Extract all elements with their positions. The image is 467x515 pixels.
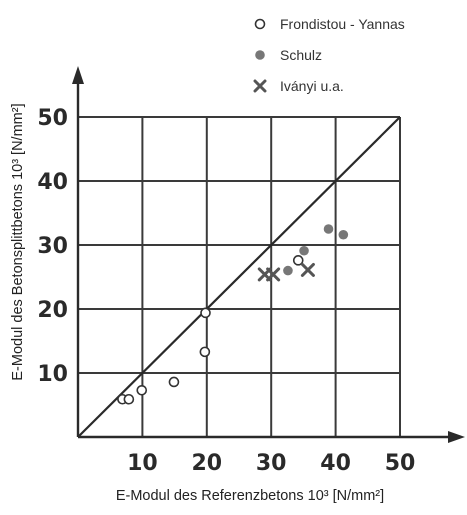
axes xyxy=(72,66,465,443)
grid xyxy=(78,116,401,437)
data-point-schulz xyxy=(283,265,293,276)
legend-label: Schulz xyxy=(280,46,323,63)
x-tick-label: 50 xyxy=(385,451,416,476)
x-tick-label: 10 xyxy=(127,451,158,476)
legend-label: Frondistou - Yannas xyxy=(280,15,405,32)
y-tick-label: 20 xyxy=(37,298,68,323)
legend-label: Iványi u.a. xyxy=(280,77,344,94)
legend: Frondistou - Yannas Schulz Iványi u.a. xyxy=(250,8,465,101)
data-point-schulz xyxy=(338,229,349,240)
x-tick-label: 30 xyxy=(256,451,287,476)
y-axis-label: E-Modul des Betonsplittbetons 10³ [N/mm²… xyxy=(10,103,26,381)
data-point-frondistou-yannas xyxy=(292,255,304,266)
data-points xyxy=(117,224,349,405)
data-point-schulz xyxy=(299,245,309,256)
x-tick-label: 20 xyxy=(191,451,222,476)
data-point-frondistou-yannas xyxy=(136,384,148,396)
y-tick-label: 40 xyxy=(37,170,68,195)
tick-labels: 10 20 30 40 50 10 20 30 40 50 xyxy=(37,106,415,476)
cross-icon xyxy=(253,79,267,92)
reference-line xyxy=(77,116,401,438)
data-point-ivanyi xyxy=(266,267,281,282)
data-point-frondistou-yannas xyxy=(123,393,135,405)
legend-item-ivanyi: Iványi u.a. xyxy=(250,70,465,101)
y-tick-label: 10 xyxy=(37,362,68,387)
data-point-ivanyi xyxy=(300,262,315,277)
data-point-frondistou-yannas xyxy=(200,307,211,319)
data-point-frondistou-yannas xyxy=(168,376,180,388)
data-point-frondistou-yannas xyxy=(199,346,211,358)
filled-circle-icon xyxy=(255,49,265,60)
y-tick-label: 50 xyxy=(37,106,68,131)
x-axis-arrow-icon xyxy=(448,431,465,443)
x-tick-label: 40 xyxy=(320,451,351,476)
y-tick-label: 30 xyxy=(37,234,68,259)
open-circle-icon xyxy=(254,18,266,29)
data-point-schulz xyxy=(323,224,334,234)
y-axis-arrow-icon xyxy=(72,66,84,84)
x-axis-label: E-Modul des Referenzbetons 10³ [N/mm²] xyxy=(115,488,385,504)
legend-item-frondistou-yannas: Frondistou - Yannas xyxy=(250,8,465,39)
legend-item-schulz: Schulz xyxy=(250,39,465,70)
